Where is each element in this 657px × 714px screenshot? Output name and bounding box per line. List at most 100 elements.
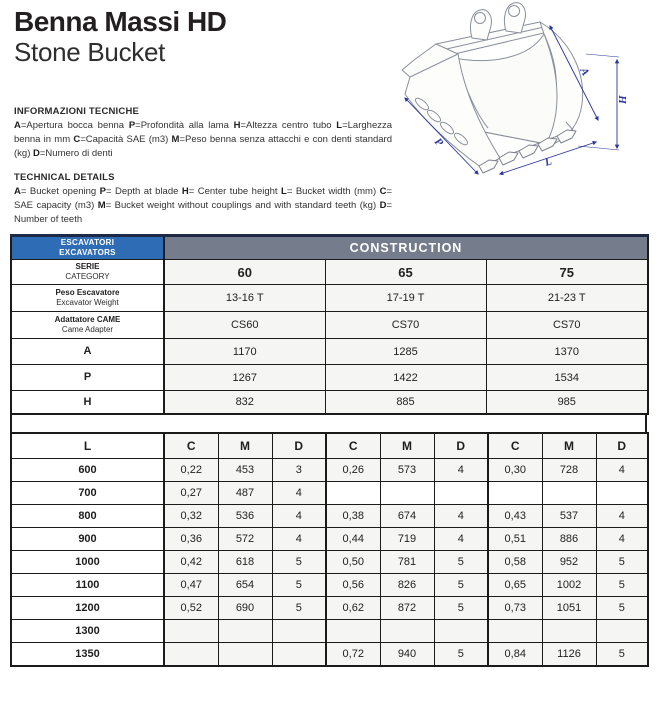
dimension-line-l: [498, 140, 598, 176]
info-key-letter: L: [281, 186, 287, 197]
row-label-cell: Adattatore CAME Came Adapter: [10, 311, 165, 339]
table-row: 1300: [10, 619, 649, 643]
length-cell: 1100: [10, 573, 165, 597]
dimension-value-cell: [433, 481, 489, 505]
info-text-segment: = SAE capacity (m3): [14, 186, 393, 211]
dimension-value-cell: 487: [217, 481, 273, 505]
mounting-lug-icon: [469, 2, 526, 41]
info-text-segment: =Capacità SAE (m3): [80, 133, 172, 145]
dimension-value-cell: 0,84: [487, 642, 543, 666]
dimension-value-cell: 0,73: [487, 596, 543, 620]
column-header-c: C: [487, 432, 543, 459]
dimension-value-cell: 5: [595, 573, 649, 597]
spec-value-cell: 1267: [163, 364, 326, 391]
spec-value-cell: 75: [485, 259, 649, 285]
dimension-value-cell: 4: [433, 504, 489, 528]
spec-tables: ESCAVATORI EXCAVATORS CONSTRUCTION SERIE…: [10, 234, 649, 667]
row-label-cell: Peso Escavatore Excavator Weight: [10, 284, 165, 312]
dimension-value-cell: 536: [217, 504, 273, 528]
dimension-value-cell: 0,43: [487, 504, 543, 528]
dim-label-l: L: [542, 155, 553, 169]
info-key-letter: D: [33, 147, 40, 159]
row-label-line1: SERIE: [75, 261, 100, 271]
dimension-value-cell: 0,56: [325, 573, 381, 597]
spec-value-cell: 65: [324, 259, 487, 285]
info-heading-italian: INFORMAZIONI TECNICHE: [14, 106, 140, 117]
dimension-value-cell: 537: [541, 504, 597, 528]
table-row: P 1267 1422 1534: [10, 364, 649, 391]
dimension-value-cell: [487, 619, 543, 643]
dimension-value-cell: 4: [595, 458, 649, 482]
dimension-value-cell: 0,44: [325, 527, 381, 551]
spec-value-cell: 1285: [324, 338, 487, 365]
row-label-cell: A: [10, 338, 165, 365]
dimension-value-cell: 4: [271, 481, 327, 505]
dimension-value-cell: [541, 619, 597, 643]
excavators-corner-cell: ESCAVATORI EXCAVATORS: [10, 235, 165, 260]
info-text-italian: A=Apertura bocca benna P=Profondità alla…: [14, 119, 392, 160]
info-heading-english: TECHNICAL DETAILS: [14, 172, 115, 183]
info-text-segment: =Larghezza benna in mm: [14, 120, 393, 145]
info-key-letter: M: [171, 133, 180, 145]
info-text-segment: =Numero di denti: [39, 147, 113, 159]
dimension-value-cell: 886: [541, 527, 597, 551]
dimension-value-cell: 0,26: [325, 458, 381, 482]
table-gap: [10, 414, 647, 432]
dimension-value-cell: 4: [595, 527, 649, 551]
bucket-drawing-svg: A H P L: [401, 2, 629, 176]
table-row: 700 0,27 487 4: [10, 481, 649, 505]
dimension-value-cell: 5: [433, 596, 489, 620]
dimension-value-cell: 0,65: [487, 573, 543, 597]
dimension-value-cell: [433, 619, 489, 643]
dimension-value-cell: 674: [379, 504, 435, 528]
table-row: 900 0,36 572 4 0,44 719 4 0,51 886 4: [10, 527, 649, 551]
info-key-letter: D: [379, 199, 387, 211]
length-cell: 800: [10, 504, 165, 528]
info-text-english: A= Bucket opening P= Depth at blade H= C…: [14, 185, 392, 226]
bucket-technical-drawing: A H P L: [388, 0, 655, 180]
info-text-segment: = Number of teeth: [14, 199, 392, 225]
table-row: 1200 0,52 690 5 0,62 872 5 0,73 1051 5: [10, 596, 649, 620]
dimension-value-cell: 0,72: [325, 642, 381, 666]
dimension-value-cell: 5: [271, 550, 327, 574]
table-row: 600 0,22 453 3 0,26 573 4 0,30 728 4: [10, 458, 649, 482]
spec-value-cell: 1170: [163, 338, 326, 365]
info-key-letter: H: [233, 120, 241, 131]
info-text-segment: = Center tube height: [188, 186, 282, 197]
column-header-m: M: [541, 432, 597, 459]
dimension-value-cell: 3: [271, 458, 327, 482]
dimension-value-cell: 5: [271, 573, 327, 597]
dimension-value-cell: 5: [595, 596, 649, 620]
dimension-value-cell: 5: [433, 550, 489, 574]
dimension-value-cell: 618: [217, 550, 273, 574]
dimension-value-cell: [595, 481, 649, 505]
table-row: SERIE CATEGORY 60 65 75: [10, 259, 649, 285]
dimension-value-cell: [271, 642, 327, 666]
dimension-value-cell: [595, 619, 649, 643]
dimension-value-cell: [271, 619, 327, 643]
spec-value-cell: 832: [163, 390, 326, 414]
table-row: 1100 0,47 654 5 0,56 826 5 0,65 1002 5: [10, 573, 649, 597]
dimension-value-cell: [325, 619, 381, 643]
dimension-value-cell: 0,52: [163, 596, 219, 620]
spec-value-cell: 885: [324, 390, 487, 414]
info-key-letter: C: [379, 186, 387, 197]
dimension-value-cell: 0,47: [163, 573, 219, 597]
info-key-letter: C: [73, 133, 81, 145]
dimension-value-cell: 0,27: [163, 481, 219, 505]
spec-value-cell: CS60: [163, 311, 326, 339]
dimension-value-cell: 690: [217, 596, 273, 620]
dimension-value-cell: 654: [217, 573, 273, 597]
dimension-value-cell: 4: [271, 504, 327, 528]
spec-table-header-row: ESCAVATORI EXCAVATORS CONSTRUCTION: [10, 235, 649, 260]
column-header-m: M: [379, 432, 435, 459]
dimension-value-cell: [217, 642, 273, 666]
spec-value-cell: 13-16 T: [163, 284, 326, 312]
column-header-c: C: [163, 432, 219, 459]
dimension-value-cell: 4: [271, 527, 327, 551]
dimension-value-cell: [487, 481, 543, 505]
dimension-value-cell: 719: [379, 527, 435, 551]
info-key-letter: P: [99, 186, 106, 197]
